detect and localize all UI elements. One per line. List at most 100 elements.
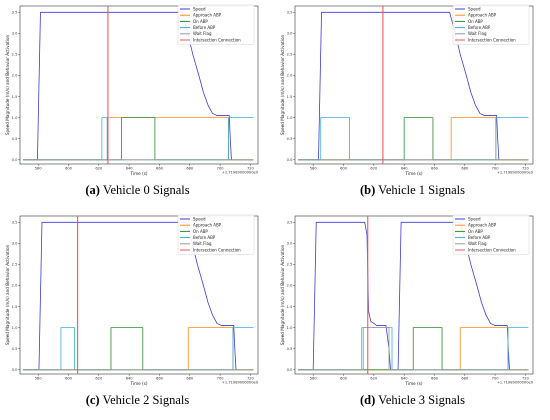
legend-box xyxy=(177,214,255,255)
legend-entry: Wait Flag xyxy=(193,241,212,246)
x-tick-label: 580 xyxy=(35,167,43,171)
caption-vehicle-3: (d) Vehicle 3 Signals xyxy=(360,393,465,407)
x-tick-label: 600 xyxy=(65,167,73,171)
y-tick-label: 0.0 xyxy=(12,368,18,372)
x-tick-label: 660 xyxy=(431,377,439,381)
y-tick-label: 2.5 xyxy=(12,53,18,57)
y-tick-label: 0.0 xyxy=(287,158,293,162)
x-tick-label: 700 xyxy=(492,167,500,171)
series-line-on-abp xyxy=(298,117,529,161)
legend-entry: On ABP xyxy=(468,229,483,234)
legend-entry: Speed xyxy=(468,216,481,221)
series-line-on-abp xyxy=(23,117,254,161)
legend-entry: Intersection Connection xyxy=(193,247,241,252)
x-tick-label: 620 xyxy=(95,167,103,171)
y-tick-label: 1.0 xyxy=(287,116,293,120)
x-tick-label: 580 xyxy=(35,377,43,381)
legend-entry: Approach ABP xyxy=(193,13,222,18)
series-line-before-abp xyxy=(298,117,529,161)
chart-vehicle-1: 580 600 620 640 660 680 700 720 0.0 0.5 1.0 1.5 2.0 2… xyxy=(280,4,534,176)
legend-entry: Approach ABP xyxy=(468,13,497,18)
x-tick-label: 620 xyxy=(370,167,378,171)
y-tick-label: 0.0 xyxy=(287,368,293,372)
x-offset-text: +1.71989000000e9 xyxy=(222,171,259,175)
x-axis-label: Time (s) xyxy=(129,171,147,176)
legend-entry: On ABP xyxy=(193,19,208,24)
x-tick-label: 580 xyxy=(310,377,318,381)
legend-entry: On ABP xyxy=(468,19,483,24)
legend-entry: Before ABP xyxy=(468,25,491,30)
legend-entry: Before ABP xyxy=(468,235,491,240)
series-line-speed xyxy=(298,11,500,161)
legend-entry: Approach ABP xyxy=(193,223,222,228)
y-axis-label: Speed Magnitude (m/s) and Behavior Activ… xyxy=(5,244,10,345)
x-tick-label: 640 xyxy=(126,167,134,171)
y-tick-label: 2.0 xyxy=(287,284,293,288)
x-tick-label: 620 xyxy=(370,377,378,381)
legend-entry: Wait Flag xyxy=(468,31,487,36)
y-axis-label: Speed Magnitude (m/s) and Behavior Activ… xyxy=(280,34,285,135)
y-tick-label: 3.5 xyxy=(287,11,293,15)
legend-box xyxy=(452,214,530,255)
legend-entry: Before ABP xyxy=(193,235,216,240)
x-tick-label: 580 xyxy=(310,167,318,171)
chart-vehicle-0: 580 600 620 640 660 680 700 720 0.0 0.5 1.0 1.5 2.0 2… xyxy=(5,4,259,176)
y-tick-label: 0.5 xyxy=(287,347,293,351)
series-line-on-abp xyxy=(23,327,254,371)
x-tick-label: 640 xyxy=(401,377,409,381)
y-tick-label: 3.0 xyxy=(12,32,18,36)
chart-vehicle-3: 580 600 620 640 660 680 700 720 0.0 0.5 1.0 1.5 2.0 2… xyxy=(280,214,534,386)
x-tick-label: 660 xyxy=(431,167,439,171)
x-tick-label: 600 xyxy=(340,167,348,171)
y-tick-label: 1.0 xyxy=(287,326,293,330)
chart-vehicle-2: 580 600 620 640 660 680 700 720 0.0 0.5 1.0 1.5 2.0 2… xyxy=(5,214,259,386)
x-axis-label: Time (s) xyxy=(129,381,147,386)
x-tick-label: 640 xyxy=(401,167,409,171)
legend-entry: Before ABP xyxy=(193,25,216,30)
plot-frame xyxy=(19,5,259,165)
x-offset-text: +1.71989000000e9 xyxy=(497,171,534,175)
legend-entry: Speed xyxy=(468,6,481,11)
y-tick-label: 2.0 xyxy=(12,284,18,288)
y-tick-label: 1.0 xyxy=(12,116,18,120)
x-tick-label: 720 xyxy=(247,167,255,171)
plot-frame xyxy=(294,215,534,375)
series-line-on-abp xyxy=(298,327,529,371)
legend-entry: On ABP xyxy=(193,229,208,234)
y-tick-label: 2.0 xyxy=(12,74,18,78)
legend-box xyxy=(452,4,530,45)
y-tick-label: 0.5 xyxy=(287,137,293,141)
y-tick-label: 2.5 xyxy=(287,263,293,267)
x-tick-label: 700 xyxy=(492,377,500,381)
x-offset-text: +1.71989000000e9 xyxy=(497,381,534,385)
series-line-speed xyxy=(23,221,237,371)
y-tick-label: 0.5 xyxy=(12,347,18,351)
panel-vehicle-0: 580 600 620 640 660 680 700 720 0.0 0.5 1.0 1.5 2.0 2… xyxy=(0,0,275,210)
x-tick-label: 640 xyxy=(126,377,134,381)
caption-vehicle-2: (c) Vehicle 2 Signals xyxy=(85,393,190,407)
x-axis-label: Time (s) xyxy=(404,171,422,176)
plot-frame xyxy=(19,215,259,375)
x-tick-label: 720 xyxy=(247,377,255,381)
y-tick-label: 3.5 xyxy=(12,11,18,15)
legend-entry: Speed xyxy=(193,6,206,11)
x-tick-label: 680 xyxy=(461,167,469,171)
x-tick-label: 700 xyxy=(217,167,225,171)
x-tick-label: 600 xyxy=(340,377,348,381)
y-tick-label: 3.0 xyxy=(287,242,293,246)
x-tick-label: 720 xyxy=(522,377,530,381)
y-tick-label: 2.0 xyxy=(287,74,293,78)
series-line-approach-abp xyxy=(23,117,254,161)
x-tick-label: 680 xyxy=(461,377,469,381)
y-tick-label: 3.0 xyxy=(12,242,18,246)
x-offset-text: +1.71989000000e9 xyxy=(222,381,259,385)
series-line-before-abp xyxy=(23,327,254,371)
x-tick-label: 660 xyxy=(156,167,164,171)
legend-box xyxy=(177,4,255,45)
y-tick-label: 0.0 xyxy=(12,158,18,162)
series-line-approach-abp xyxy=(23,327,254,371)
y-tick-label: 3.0 xyxy=(287,32,293,36)
x-tick-label: 720 xyxy=(522,167,530,171)
series-line-wait-flag xyxy=(298,327,529,371)
x-axis-label: Time (s) xyxy=(404,381,422,386)
